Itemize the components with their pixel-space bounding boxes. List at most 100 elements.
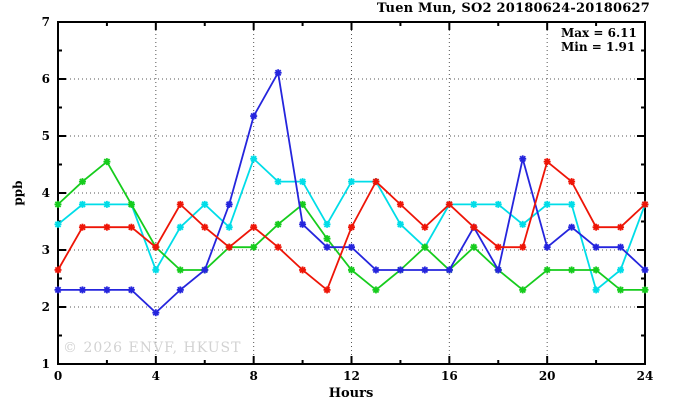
marker xyxy=(127,223,135,231)
marker xyxy=(176,266,184,274)
marker xyxy=(494,243,502,251)
marker xyxy=(372,266,380,274)
marker xyxy=(127,200,135,208)
marker xyxy=(421,266,429,274)
y-tick-label: 3 xyxy=(42,243,50,257)
x-tick-label: 12 xyxy=(343,369,360,383)
marker xyxy=(225,223,233,231)
marker xyxy=(152,309,160,317)
marker xyxy=(176,223,184,231)
marker xyxy=(299,178,307,186)
marker xyxy=(201,200,209,208)
marker xyxy=(201,266,209,274)
marker xyxy=(568,200,576,208)
x-tick-label: 16 xyxy=(441,369,458,383)
marker xyxy=(470,200,478,208)
marker xyxy=(372,286,380,294)
y-tick-label: 5 xyxy=(42,129,50,143)
y-tick-label: 7 xyxy=(42,15,50,29)
marker xyxy=(543,266,551,274)
marker xyxy=(348,178,355,186)
marker xyxy=(225,243,233,251)
marker xyxy=(445,266,453,274)
marker xyxy=(617,243,625,251)
marker xyxy=(176,286,184,294)
marker xyxy=(396,200,404,208)
marker xyxy=(103,286,111,294)
marker xyxy=(470,223,478,231)
marker xyxy=(152,243,160,251)
marker xyxy=(445,200,453,208)
plot-border xyxy=(57,21,646,365)
marker xyxy=(103,223,111,231)
y-tick-label: 1 xyxy=(42,357,50,371)
marker xyxy=(568,178,576,186)
marker xyxy=(78,200,86,208)
marker xyxy=(543,243,551,251)
series-4-red xyxy=(54,158,649,294)
marker xyxy=(641,266,649,274)
marker xyxy=(323,286,331,294)
marker xyxy=(225,200,233,208)
marker xyxy=(519,155,527,163)
marker xyxy=(568,266,576,274)
marker xyxy=(78,223,86,231)
gridlines xyxy=(58,22,645,364)
stats-block: Max = 6.11 Min = 1.91 xyxy=(561,26,637,54)
marker xyxy=(323,220,331,228)
series-3-blue xyxy=(54,69,649,317)
marker xyxy=(396,266,404,274)
marker xyxy=(250,223,258,231)
marker xyxy=(592,223,600,231)
marker xyxy=(568,223,576,231)
y-tick-label: 6 xyxy=(42,72,50,86)
marker xyxy=(152,266,160,274)
marker xyxy=(103,158,111,166)
y-tick-label: 2 xyxy=(42,300,50,314)
marker xyxy=(54,286,62,294)
marker xyxy=(470,243,478,251)
marker xyxy=(274,220,282,228)
x-tick-label: 0 xyxy=(54,369,62,383)
marker xyxy=(543,200,551,208)
marker xyxy=(250,155,258,163)
chart-title: Tuen Mun, SO2 20180624-20180627 xyxy=(376,1,650,16)
marker xyxy=(348,266,355,274)
marker xyxy=(519,220,527,228)
marker xyxy=(494,266,502,274)
marker xyxy=(617,266,625,274)
marker xyxy=(201,223,209,231)
marker xyxy=(592,243,600,251)
marker xyxy=(54,220,62,228)
marker xyxy=(494,200,502,208)
marker xyxy=(372,178,380,186)
marker xyxy=(127,286,135,294)
marker xyxy=(617,286,625,294)
marker xyxy=(396,220,404,228)
x-tick-label: 24 xyxy=(637,369,654,383)
marker xyxy=(274,243,282,251)
watermark: © 2026 ENVF, HKUST xyxy=(63,340,242,356)
marker xyxy=(348,243,355,251)
marker xyxy=(250,243,258,251)
y-tick-label: 4 xyxy=(42,186,50,200)
marker xyxy=(421,243,429,251)
marker xyxy=(299,266,307,274)
marker xyxy=(78,286,86,294)
marker xyxy=(274,178,282,186)
marker xyxy=(421,223,429,231)
marker xyxy=(543,158,551,166)
marker xyxy=(617,223,625,231)
marker xyxy=(78,178,86,186)
marker xyxy=(323,243,331,251)
marker xyxy=(519,286,527,294)
marker xyxy=(348,223,355,231)
marker xyxy=(641,286,649,294)
x-tick-label: 8 xyxy=(249,369,257,383)
marker xyxy=(299,220,307,228)
marker xyxy=(323,235,331,243)
marker xyxy=(54,266,62,274)
